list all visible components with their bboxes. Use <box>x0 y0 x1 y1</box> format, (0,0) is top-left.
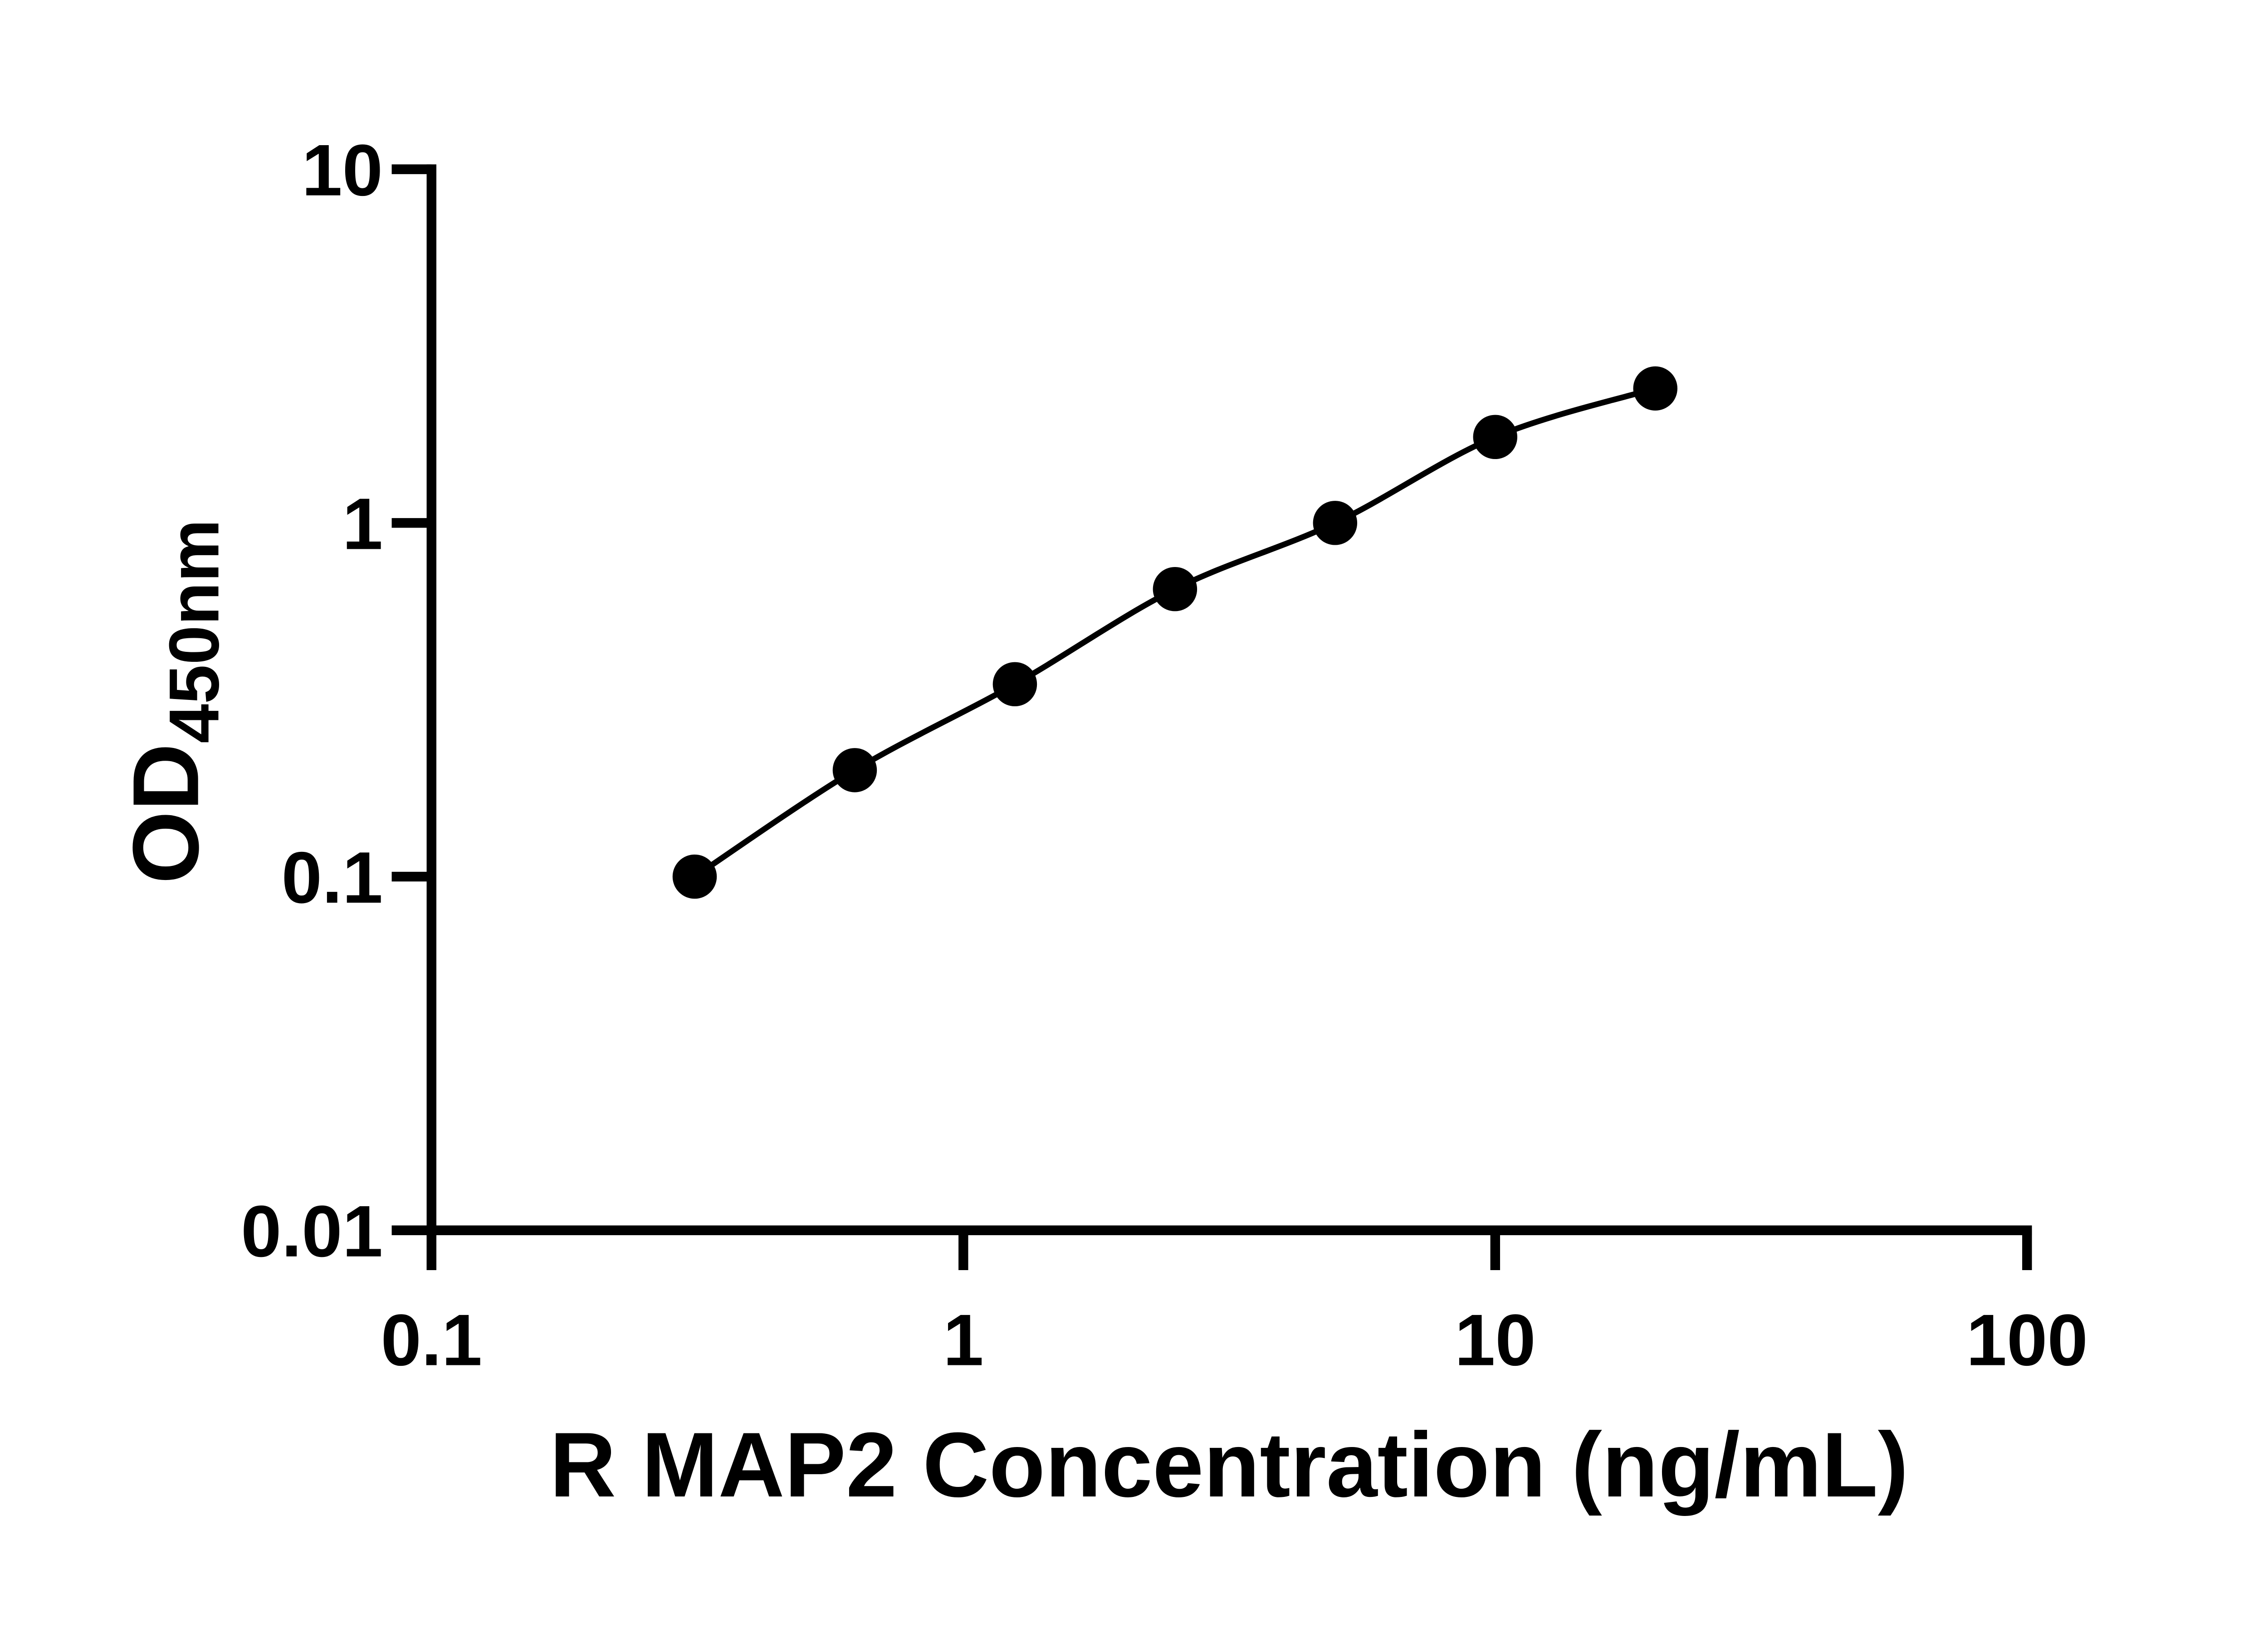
data-point-2.5 <box>1153 567 1198 611</box>
data-point-0.625 <box>832 748 877 792</box>
x-axis-title: R MAP2 Concentration (ng/mL) <box>550 1413 1909 1516</box>
axis-tick-labels: 10 1 0.1 0.01 0.1 1 10 100 <box>241 130 2088 1381</box>
y-tick-label-0.1: 0.1 <box>282 837 383 919</box>
x-tick-label-0.1: 0.1 <box>381 1300 483 1381</box>
y-axis-title-main: OD <box>113 743 218 884</box>
y-tick-label-0.01: 0.01 <box>241 1191 383 1272</box>
x-tick-label-100: 100 <box>1966 1300 2088 1381</box>
data-point-20 <box>1633 366 1677 411</box>
y-axis-title: OD450nm <box>113 519 234 884</box>
axes <box>426 164 2032 1270</box>
data-point-5 <box>1313 501 1358 545</box>
axis-ticks <box>391 164 2032 1270</box>
x-tick-label-1: 1 <box>943 1300 983 1381</box>
fit-curve-line <box>692 386 1658 880</box>
data-point-1.25 <box>992 662 1037 707</box>
data-point-0.3125 <box>672 854 717 899</box>
y-tick-label-1: 1 <box>342 483 383 565</box>
y-axis-title-subscript: 450nm <box>155 519 234 743</box>
y-tick-label-10: 10 <box>302 130 383 211</box>
data-point-markers <box>672 366 1677 899</box>
x-tick-label-10: 10 <box>1455 1300 1536 1381</box>
data-point-10 <box>1473 415 1518 460</box>
